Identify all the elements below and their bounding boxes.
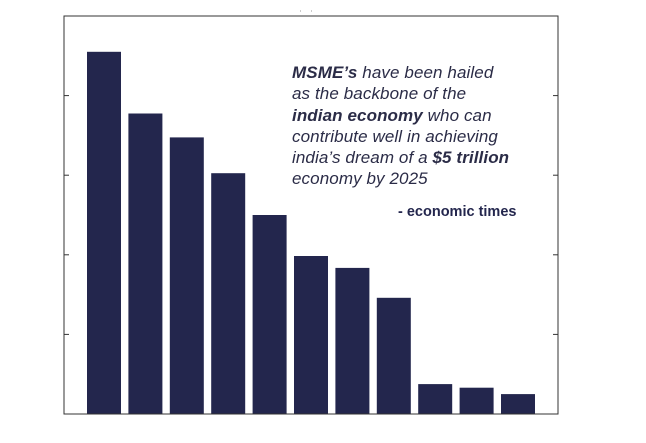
quote-source: - economic times: [398, 204, 517, 220]
quote-line-4: contribute well in achieving: [292, 126, 498, 146]
bar-1: [87, 51, 121, 415]
bars: [87, 51, 535, 415]
bar-7: [335, 267, 370, 414]
plot-frame: [63, 15, 559, 415]
annotation-quote: MSME’s have been hailed as the backbone …: [292, 62, 560, 190]
quote-line-5: india’s dream of a $5 trillion: [292, 147, 560, 168]
bar-5: [252, 215, 287, 414]
bar-3: [169, 137, 204, 414]
bar-8: [376, 297, 411, 414]
bar-11: [501, 394, 535, 414]
quote-five-trillion: $5 trillion: [432, 148, 510, 168]
quote-msme: MSME’s: [292, 63, 358, 82]
quote-line-1-rest: have been hailed: [357, 63, 494, 82]
bar-6: [294, 256, 328, 414]
bar-9: [418, 384, 453, 414]
bar-10: [459, 387, 494, 414]
quote-line-3: indian economy who can: [292, 105, 560, 126]
y-axis-ticks: [64, 95, 69, 335]
right-axis-ticks: [553, 95, 558, 335]
quote-line-5-pre: india’s dream of a: [292, 148, 433, 168]
quote-indian-economy: indian economy: [292, 105, 423, 125]
quote-line-1: MSME’s have been hailed: [292, 62, 560, 83]
quote-line-2: as the backbone of the: [292, 84, 467, 104]
quote-line-3-rest: who can: [422, 105, 492, 125]
bar-4: [211, 173, 246, 414]
bar-2: [128, 113, 163, 414]
quote-line-6: economy by 2025: [292, 169, 428, 189]
